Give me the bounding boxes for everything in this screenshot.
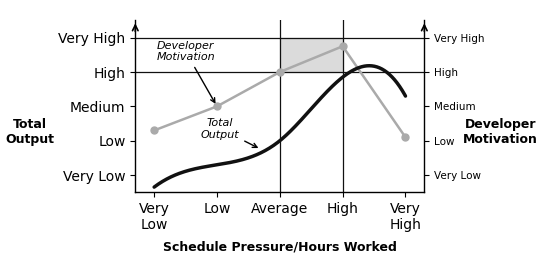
- Text: Developer
Motivation: Developer Motivation: [463, 118, 538, 145]
- Text: Total
Output: Total Output: [5, 118, 54, 145]
- X-axis label: Schedule Pressure/Hours Worked: Schedule Pressure/Hours Worked: [163, 241, 397, 253]
- Text: Developer
Motivation: Developer Motivation: [156, 41, 215, 103]
- Text: Total
Output: Total Output: [201, 118, 257, 147]
